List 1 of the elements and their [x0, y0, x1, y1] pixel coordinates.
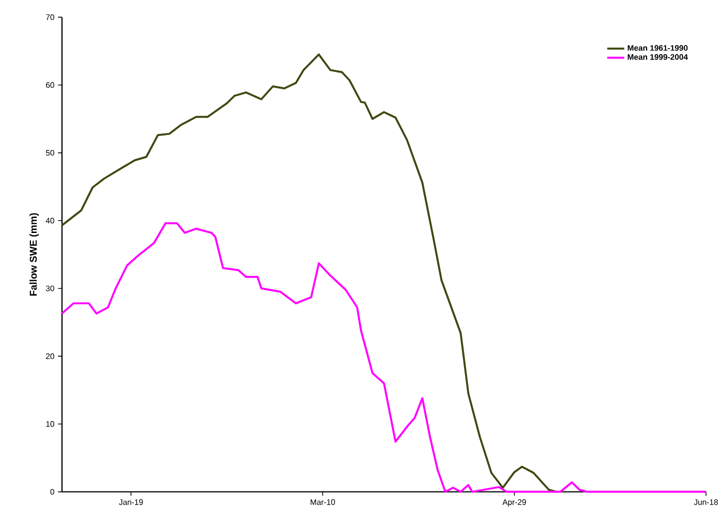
- y-axis-title: Fallow SWE (mm): [30, 213, 39, 296]
